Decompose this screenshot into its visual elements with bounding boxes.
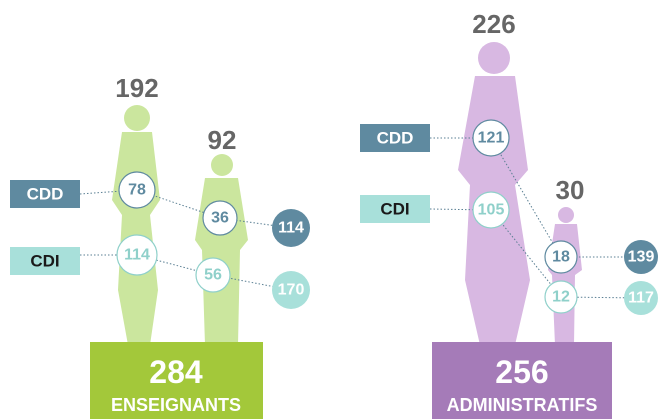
cdi-box (360, 195, 430, 223)
admin-box (432, 342, 612, 419)
cdd-box (10, 180, 80, 208)
group-total: 256 (495, 354, 548, 390)
cdd-sum-circle (624, 240, 658, 274)
connectors (79, 137, 642, 299)
cdd-sum: 139 (628, 249, 655, 266)
cdi-circle (472, 191, 510, 229)
cdd-count: 18 (552, 249, 570, 266)
cdi-count: 105 (478, 202, 505, 219)
cdi-count: 114 (124, 247, 150, 264)
cdi-box (10, 247, 80, 275)
teachers-box (90, 342, 263, 419)
cdd-count: 36 (211, 210, 229, 227)
cdi-circle (195, 257, 231, 293)
cdi-sum-circle (272, 271, 310, 309)
group-label: ENSEIGNANTS (111, 395, 241, 415)
cdi-label: CDI (30, 252, 59, 271)
person-total: 226 (472, 9, 515, 39)
group-label: ADMINISTRATIFS (447, 395, 598, 415)
cdd-label: CDD (27, 185, 64, 204)
cdd-sum-circle (272, 209, 310, 247)
cdd-circle (118, 171, 156, 209)
cdd-box (360, 124, 430, 152)
cdi-sum: 170 (278, 282, 305, 299)
cdd-count: 78 (128, 182, 146, 199)
cdi-circle (116, 234, 158, 276)
cdi-circle (544, 280, 578, 314)
cdd-label: CDD (377, 129, 414, 148)
cdi-count: 12 (552, 289, 570, 306)
cdd-circle (202, 200, 238, 236)
cdi-label: CDI (380, 200, 409, 219)
person-total: 192 (115, 73, 158, 103)
cdd-sum: 114 (278, 220, 304, 237)
cdd-circle (472, 119, 510, 157)
cdi-sum: 117 (628, 290, 654, 307)
cdi-count: 56 (204, 267, 222, 284)
group-total: 284 (149, 354, 203, 390)
person-total: 30 (556, 175, 585, 205)
cdd-count: 121 (478, 130, 505, 147)
cdd-circle (544, 240, 578, 274)
cdi-sum-circle (624, 281, 658, 315)
person-total: 92 (208, 125, 237, 155)
